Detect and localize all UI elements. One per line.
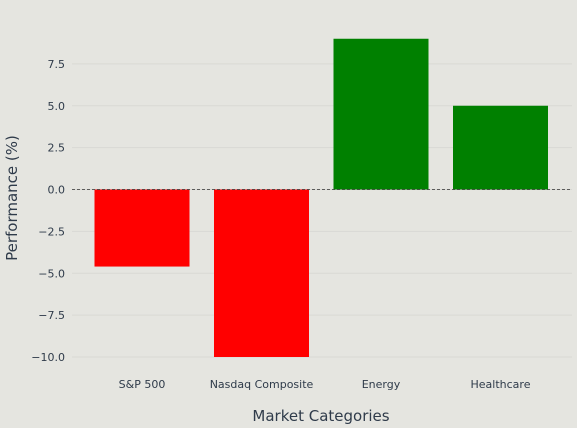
x-tick-label: Healthcare bbox=[471, 378, 531, 391]
bar-healthcare bbox=[453, 105, 548, 190]
y-tick-label: 7.5 bbox=[48, 58, 66, 71]
y-axis-title: Performance (%) bbox=[3, 135, 21, 261]
y-tick-label: 5.0 bbox=[48, 100, 66, 113]
bar-s-p-500 bbox=[94, 189, 190, 267]
y-tick-label: −7.5 bbox=[38, 309, 65, 322]
x-tick-label: Nasdaq Composite bbox=[210, 378, 314, 391]
y-tick-label: 2.5 bbox=[48, 142, 66, 155]
x-tick-label: Energy bbox=[362, 378, 401, 391]
y-tick-label: −5.0 bbox=[38, 267, 65, 280]
x-axis-title: Market Categories bbox=[252, 407, 389, 425]
x-tick-label: S&P 500 bbox=[119, 378, 166, 391]
bar-energy bbox=[333, 38, 429, 190]
y-tick-label: 0.0 bbox=[48, 184, 66, 197]
bars bbox=[94, 38, 548, 357]
y-axis-ticks: 7.5 5.0 2.5 0.0 −2.5 −5.0 −7.5 −10.0 bbox=[31, 58, 65, 364]
y-tick-label: −2.5 bbox=[38, 225, 65, 238]
bar-nasdaq-composite bbox=[214, 189, 309, 357]
y-tick-label: −10.0 bbox=[31, 351, 65, 364]
x-axis-ticks: S&P 500 Nasdaq Composite Energy Healthcare bbox=[119, 378, 531, 391]
